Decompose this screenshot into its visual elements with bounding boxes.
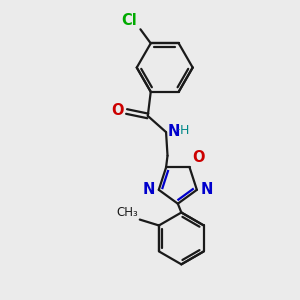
- Text: O: O: [193, 150, 205, 165]
- Text: CH₃: CH₃: [117, 206, 138, 219]
- Text: N: N: [143, 182, 155, 197]
- Text: O: O: [112, 103, 124, 118]
- Text: ·H: ·H: [176, 124, 190, 137]
- Text: N: N: [167, 124, 180, 139]
- Text: N: N: [200, 182, 213, 197]
- Text: Cl: Cl: [121, 13, 137, 28]
